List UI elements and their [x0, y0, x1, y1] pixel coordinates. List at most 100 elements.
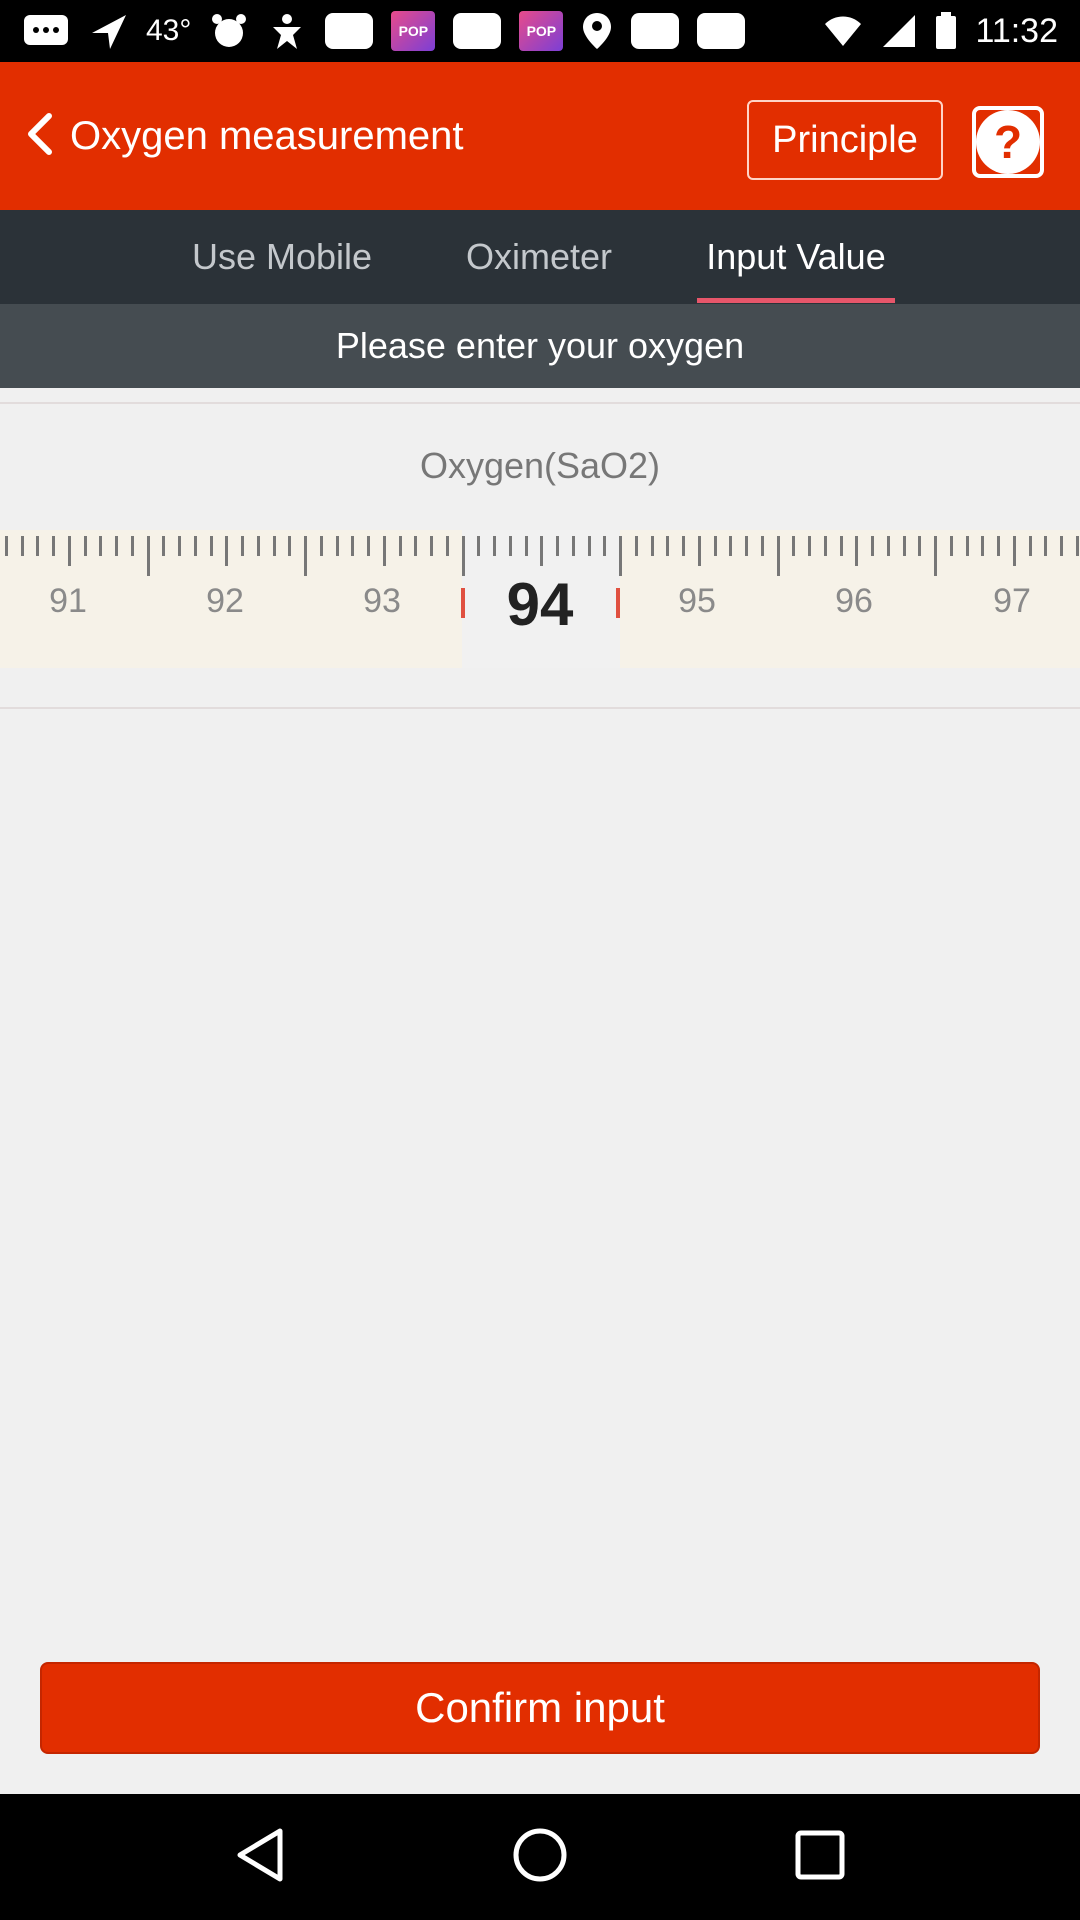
ruler-tick — [949, 536, 953, 556]
ruler-tick — [83, 536, 87, 556]
ruler-tick — [351, 536, 355, 556]
ruler-tick — [1075, 536, 1079, 556]
ruler-tick-label: 93 — [363, 582, 401, 620]
ruler-tick — [1012, 536, 1016, 566]
ruler-tick — [382, 536, 386, 566]
ruler-tick — [902, 536, 906, 556]
ruler-tick — [36, 536, 40, 556]
nav-recent-button[interactable] — [780, 1817, 860, 1897]
ruler-tick — [256, 536, 260, 556]
ruler-tick — [1028, 536, 1032, 556]
app-square-icon — [325, 13, 374, 49]
tab-use-mobile[interactable]: Use Mobile — [191, 236, 373, 277]
nav-back-button[interactable] — [220, 1817, 300, 1897]
ruler-tick — [162, 536, 166, 556]
ruler-tick — [398, 536, 402, 556]
ruler-tick — [587, 536, 591, 556]
ruler-tick — [666, 536, 670, 556]
ruler-tick — [981, 536, 985, 556]
ruler-tick — [461, 536, 465, 576]
pop-app-icon: POP — [391, 11, 436, 51]
wifi-icon — [823, 14, 863, 48]
ruler-tick — [319, 536, 323, 556]
ruler-tick — [634, 536, 638, 556]
ruler-tick — [115, 536, 118, 556]
ruler-title-unit: (SaO2) — [544, 445, 661, 486]
signal-icon — [881, 13, 917, 49]
nav-home-button[interactable] — [500, 1817, 580, 1897]
system-nav-bar — [0, 1794, 1080, 1920]
selection-marker-left — [461, 588, 465, 618]
ruler-tick-label: 91 — [49, 582, 87, 620]
triangle-back-icon — [234, 1827, 286, 1888]
ruler-tick — [745, 536, 748, 556]
ruler-tick — [335, 536, 339, 556]
ruler-tick — [367, 536, 370, 556]
selected-oxygen-value: 94 — [506, 571, 574, 638]
ruler-title-name: Oxygen — [419, 445, 545, 486]
ruler-tick — [52, 536, 55, 556]
value-ruler[interactable]: 91 92 93 95 96 97 94 — [0, 530, 1080, 668]
principle-button[interactable]: Principle — [747, 100, 943, 180]
ruler-tick-label: 95 — [678, 582, 716, 620]
ruler-tick — [556, 536, 559, 556]
ruler-tick — [997, 536, 1000, 556]
tab-bar: Use Mobile Oximeter Input Value — [0, 210, 1080, 304]
ruler-tick — [130, 536, 134, 556]
back-button[interactable] — [18, 112, 62, 161]
ruler-tick — [4, 536, 8, 556]
pop-app-icon: POP — [519, 11, 564, 51]
ruler-tick — [792, 536, 796, 556]
help-button[interactable]: ? — [972, 106, 1044, 178]
ruler-tick — [918, 536, 922, 556]
ruler-title: Oxygen(SaO2) — [0, 445, 1080, 487]
tab-input-value[interactable]: Input Value — [706, 236, 886, 277]
ruler-tick — [67, 536, 71, 566]
circle-home-icon — [512, 1827, 568, 1888]
ruler-tick — [965, 536, 969, 556]
ruler-tick — [272, 536, 276, 556]
ruler-tick — [414, 536, 418, 556]
ruler-tick — [1060, 536, 1063, 556]
ruler-tick — [477, 536, 481, 556]
ruler-tick-label: 96 — [835, 582, 873, 620]
ruler-tick — [571, 536, 575, 556]
prompt-banner: Please enter your oxygen — [0, 304, 1080, 388]
page-title: Oxygen measurement — [70, 114, 464, 158]
ruler-tick — [839, 536, 843, 556]
ruler-tick — [493, 536, 496, 556]
chevron-left-icon — [25, 112, 55, 161]
ruler-tick — [871, 536, 874, 556]
ruler-tick — [760, 536, 764, 556]
ruler-tick — [934, 536, 937, 576]
status-bar: 43° POP POP 11:32 — [0, 0, 1080, 62]
ruler-tick — [146, 536, 150, 576]
tab-oximeter[interactable]: Oximeter — [465, 236, 613, 277]
ruler-tick — [20, 536, 24, 556]
ruler-tick — [682, 536, 685, 556]
ruler-tick — [288, 536, 292, 556]
active-tab-indicator — [697, 298, 895, 303]
clock-time: 11:32 — [975, 11, 1058, 50]
ruler-tick — [808, 536, 811, 556]
ruler-tick — [193, 536, 197, 556]
ruler-tick — [650, 536, 654, 556]
ruler-tick-label: 92 — [206, 582, 244, 620]
ruler-tick — [445, 536, 449, 556]
ruler-tick — [241, 536, 244, 556]
selection-marker-right — [616, 588, 620, 618]
ruler-tick — [603, 536, 607, 556]
ruler-tick — [225, 536, 229, 566]
ruler-tick — [524, 536, 528, 556]
ruler-tick — [886, 536, 890, 556]
app-header: Oxygen measurement Principle ? — [0, 62, 1080, 210]
ruler-tick — [540, 536, 544, 566]
temperature-text: 43° — [146, 14, 192, 47]
confirm-input-button[interactable]: Confirm input — [40, 1662, 1040, 1754]
battery-icon — [935, 12, 957, 50]
ruler-tick — [304, 536, 307, 576]
app-square-icon — [453, 13, 502, 49]
divider — [0, 707, 1080, 709]
ruler-tick — [1044, 536, 1048, 556]
ruler-tick — [178, 536, 181, 556]
